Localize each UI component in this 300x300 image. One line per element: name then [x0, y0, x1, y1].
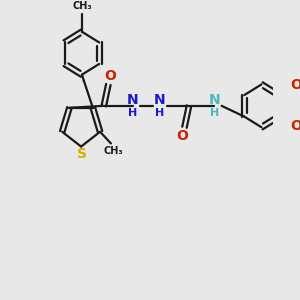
- Text: CH₃: CH₃: [104, 146, 124, 156]
- Text: N: N: [208, 93, 220, 107]
- Text: O: O: [104, 69, 116, 82]
- Text: S: S: [77, 147, 87, 161]
- Text: H: H: [128, 108, 137, 118]
- Text: N: N: [127, 93, 139, 107]
- Text: O: O: [290, 119, 300, 133]
- Text: H: H: [210, 108, 219, 118]
- Text: CH₃: CH₃: [72, 2, 92, 11]
- Text: O: O: [290, 78, 300, 92]
- Text: O: O: [177, 129, 189, 143]
- Text: H: H: [155, 108, 165, 118]
- Text: N: N: [154, 93, 166, 107]
